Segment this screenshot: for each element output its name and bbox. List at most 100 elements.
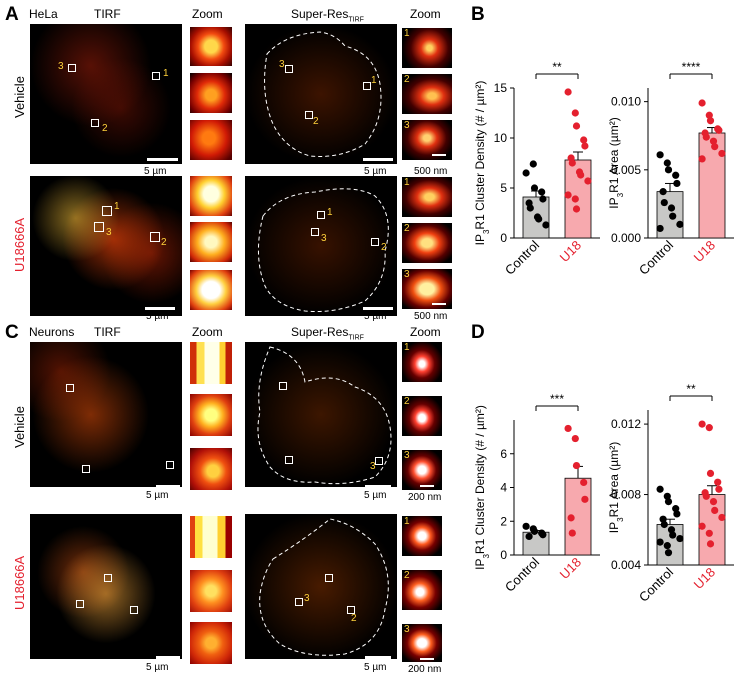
roi-box[interactable] (325, 574, 333, 582)
superres-zoom-image: 2 (402, 396, 442, 436)
row-label-u18666a: U18666A (12, 217, 27, 272)
roi-box[interactable] (102, 206, 112, 216)
roi-box[interactable] (76, 600, 84, 608)
data-point (535, 215, 543, 223)
scale-caption: 5 µm (364, 311, 387, 322)
roi-number: 3 (279, 59, 285, 70)
roi-box[interactable] (68, 64, 76, 72)
roi-box[interactable] (130, 606, 138, 614)
superres-label: Super-ResTIRF (291, 7, 364, 24)
data-point (711, 143, 719, 151)
superres-zoom-image: 3 (402, 120, 452, 160)
roi-box[interactable] (295, 598, 303, 606)
tirf-image-neurons-u18666a (30, 514, 182, 659)
data-point (706, 469, 715, 478)
superres-zoom-image: 2 (402, 74, 452, 114)
y-axis-label: IP3R1 Cluster Density (# / µm²) (473, 81, 491, 246)
superres-zoom-image: 3 (402, 624, 442, 662)
tirf-image-hela-u18666a: 1 3 2 (30, 176, 182, 316)
superres-image-neurons-vehicle: 3 (245, 342, 397, 487)
zoom-label: Zoom (192, 7, 223, 21)
chart-b-cluster-density: 0 5 10 15 ** Control U18 IP3R1 Cluster Density … (473, 60, 600, 278)
zoom-image (190, 516, 232, 558)
superres-zoom-image: 2 (402, 570, 442, 610)
roi-box[interactable] (152, 72, 160, 80)
roi-box[interactable] (82, 465, 90, 473)
data-point (673, 510, 681, 518)
data-point (564, 191, 572, 199)
scale-bar (156, 656, 180, 659)
data-point (709, 497, 718, 506)
scale-caption: 5 µm (364, 490, 387, 501)
scale-caption: 5 µm (146, 662, 169, 673)
roi-box[interactable] (150, 232, 160, 242)
zoom-image (190, 570, 232, 612)
scale-caption: 5 µm (146, 311, 169, 322)
data-point (568, 159, 576, 167)
roi-box[interactable] (375, 457, 383, 465)
data-point (698, 522, 706, 530)
data-point (571, 195, 579, 203)
data-point (715, 126, 723, 134)
scale-bar (156, 485, 180, 487)
y-tick-label: 6 (500, 447, 507, 461)
data-point (572, 205, 581, 213)
zoom-image (190, 342, 232, 384)
scale-caption: 500 nm (414, 166, 448, 177)
significance-label: *** (550, 392, 564, 406)
superres-zoom-image: 2 (402, 223, 452, 263)
roi-number: 3 (304, 593, 310, 604)
roi-box[interactable] (94, 222, 104, 232)
scale-bar (420, 485, 434, 487)
data-point (564, 424, 572, 433)
row-label-u18666a: U18666A (12, 555, 27, 610)
roi-box[interactable] (311, 228, 319, 236)
y-tick-label: 0.005 (611, 163, 641, 177)
roi-box[interactable] (91, 119, 99, 127)
y-tick-label: 0.012 (611, 417, 641, 431)
roi-box[interactable] (317, 211, 325, 219)
significance-label: **** (682, 60, 701, 74)
data-point (656, 224, 664, 233)
superres-zoom-image: 1 (402, 28, 452, 68)
data-point (669, 531, 677, 539)
data-point (580, 136, 588, 144)
superres-label: Super-ResTIRF (291, 325, 364, 342)
x-tick-label: Control (636, 237, 676, 277)
roi-number: 3 (370, 461, 376, 472)
data-point (664, 549, 673, 557)
y-tick-label: 0.004 (611, 558, 641, 572)
data-point (698, 155, 706, 163)
zoom-image (190, 222, 232, 262)
roi-box[interactable] (279, 382, 287, 390)
roi-box[interactable] (166, 461, 174, 469)
data-point (660, 198, 668, 207)
scale-bar (145, 307, 175, 310)
roi-box[interactable] (285, 456, 293, 464)
roi-box[interactable] (347, 606, 355, 614)
data-point (714, 478, 722, 486)
roi-box[interactable] (305, 111, 313, 119)
roi-box[interactable] (363, 82, 371, 90)
roi-number: 2 (381, 242, 387, 253)
superres-zoom-image: 3 (402, 269, 452, 309)
cell-label-neurons: Neurons (29, 325, 75, 339)
scale-caption: 5 µm (144, 166, 167, 177)
roi-number: 1 (114, 201, 120, 212)
superres-image-hela-u18666a: 1 3 2 (245, 176, 397, 316)
roi-box[interactable] (285, 65, 293, 73)
superres-zoom-image: 3 (402, 450, 442, 490)
roi-box[interactable] (66, 384, 74, 392)
zoom-label: Zoom (410, 325, 441, 339)
data-point (664, 497, 673, 506)
data-point (715, 485, 723, 493)
x-tick-label: U18 (691, 238, 718, 265)
data-point (538, 188, 546, 196)
roi-box[interactable] (371, 238, 379, 246)
x-tick-label: U18 (691, 565, 718, 592)
zoom-image (190, 622, 232, 664)
scale-bar (365, 656, 391, 659)
roi-box[interactable] (104, 574, 112, 582)
tirf-label: TIRF (94, 7, 121, 21)
roi-number: 2 (102, 123, 108, 134)
